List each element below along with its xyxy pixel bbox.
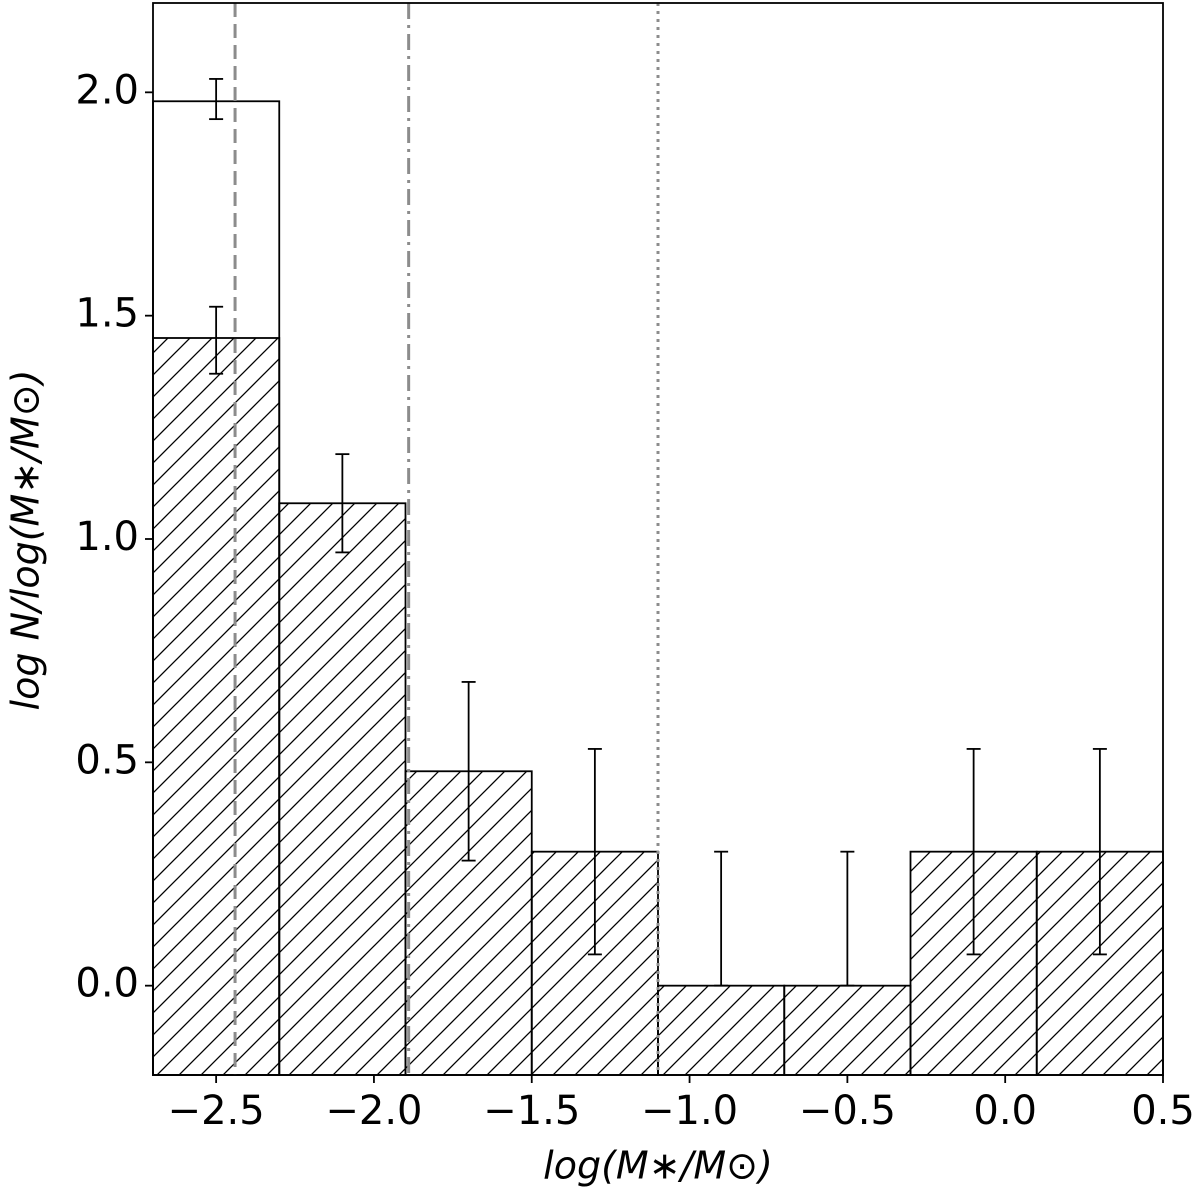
y-tick-label: 1.0 (75, 514, 139, 560)
y-tick-label: 0.5 (75, 737, 139, 783)
y-tick-label: 1.5 (75, 291, 139, 337)
error-bar (966, 748, 981, 956)
bar (278, 502, 407, 1076)
x-tick-label: 0.0 (973, 1088, 1037, 1134)
error-bar (461, 681, 476, 862)
bar (783, 984, 912, 1076)
x-tick-label: −0.5 (799, 1088, 896, 1134)
error-bar (714, 850, 729, 987)
x-axis-label: log(M∗/M⊙) (543, 1144, 773, 1188)
error-bar (840, 850, 855, 987)
error-bar (335, 453, 350, 554)
error-bar (209, 78, 224, 121)
bar (657, 984, 786, 1076)
x-tick-label: −1.5 (483, 1088, 580, 1134)
x-tick-label: 0.5 (1131, 1088, 1195, 1134)
error-bar (209, 305, 224, 375)
x-tick-label: −2.0 (325, 1088, 422, 1134)
bar (152, 337, 281, 1076)
y-tick-label: 2.0 (75, 67, 139, 113)
error-bar (587, 748, 602, 956)
x-tick-label: −1.0 (641, 1088, 738, 1134)
error-bar (1092, 748, 1107, 956)
y-axis-label: log N/log(M∗/M⊙) (4, 370, 48, 711)
x-tick-label: −2.5 (168, 1088, 265, 1134)
y-tick-label: 0.0 (75, 961, 139, 1007)
